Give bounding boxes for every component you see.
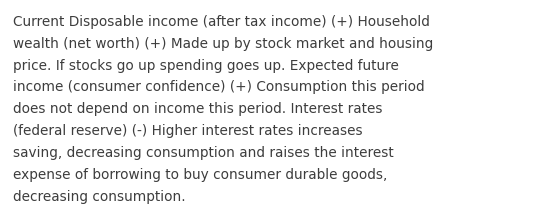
Text: price. If stocks go up spending goes up. Expected future: price. If stocks go up spending goes up.…: [13, 59, 399, 73]
Text: income (consumer confidence) (+) Consumption this period: income (consumer confidence) (+) Consump…: [13, 80, 425, 94]
Text: wealth (net worth) (+) Made up by stock market and housing: wealth (net worth) (+) Made up by stock …: [13, 37, 433, 51]
Text: (federal reserve) (-) Higher interest rates increases: (federal reserve) (-) Higher interest ra…: [13, 124, 363, 138]
Text: saving, decreasing consumption and raises the interest: saving, decreasing consumption and raise…: [13, 146, 394, 160]
Text: does not depend on income this period. Interest rates: does not depend on income this period. I…: [13, 102, 382, 116]
Text: expense of borrowing to buy consumer durable goods,: expense of borrowing to buy consumer dur…: [13, 168, 387, 182]
Text: Current Disposable income (after tax income) (+) Household: Current Disposable income (after tax inc…: [13, 15, 430, 29]
Text: decreasing consumption.: decreasing consumption.: [13, 190, 186, 204]
